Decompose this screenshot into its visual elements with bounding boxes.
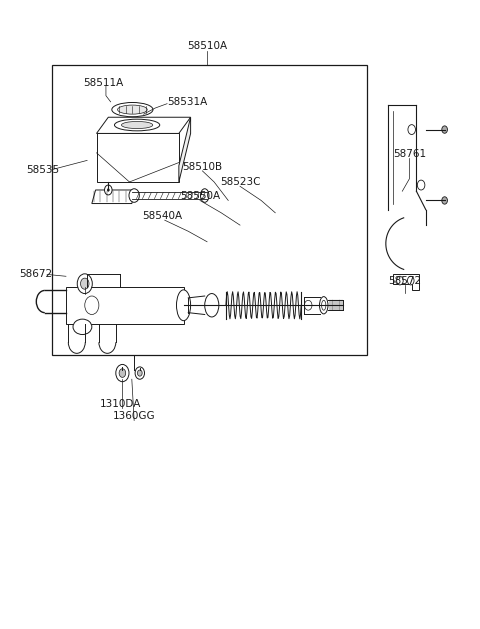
Ellipse shape bbox=[73, 319, 92, 335]
Polygon shape bbox=[179, 117, 191, 182]
Circle shape bbox=[396, 276, 403, 285]
Polygon shape bbox=[66, 287, 183, 324]
Circle shape bbox=[442, 126, 447, 133]
Text: 1310DA: 1310DA bbox=[99, 399, 141, 409]
Text: 58572: 58572 bbox=[388, 276, 421, 286]
Circle shape bbox=[116, 364, 129, 382]
Text: 58550A: 58550A bbox=[180, 191, 220, 201]
Text: 58511A: 58511A bbox=[84, 79, 124, 88]
Circle shape bbox=[304, 300, 312, 310]
Circle shape bbox=[85, 296, 99, 314]
Text: 58510A: 58510A bbox=[187, 42, 227, 52]
Circle shape bbox=[442, 197, 447, 204]
Circle shape bbox=[77, 274, 92, 294]
Polygon shape bbox=[96, 117, 191, 133]
Circle shape bbox=[137, 370, 142, 376]
Bar bbox=[52, 65, 367, 355]
Text: 1360GG: 1360GG bbox=[113, 411, 156, 421]
Circle shape bbox=[119, 369, 126, 377]
Circle shape bbox=[108, 189, 109, 191]
Polygon shape bbox=[92, 190, 135, 204]
Text: 58540A: 58540A bbox=[143, 211, 182, 221]
Circle shape bbox=[417, 180, 425, 190]
Ellipse shape bbox=[114, 119, 160, 131]
Ellipse shape bbox=[177, 290, 191, 321]
Ellipse shape bbox=[320, 297, 328, 314]
Circle shape bbox=[105, 185, 112, 195]
Ellipse shape bbox=[121, 121, 153, 128]
Ellipse shape bbox=[112, 103, 153, 117]
Circle shape bbox=[135, 367, 144, 379]
Ellipse shape bbox=[129, 189, 139, 203]
Polygon shape bbox=[96, 133, 179, 182]
Circle shape bbox=[408, 276, 414, 285]
Ellipse shape bbox=[201, 189, 209, 203]
Ellipse shape bbox=[118, 105, 147, 114]
Text: 58535: 58535 bbox=[26, 165, 59, 175]
Text: 58531A: 58531A bbox=[167, 97, 207, 107]
Text: 58523C: 58523C bbox=[220, 177, 260, 187]
Text: 58761: 58761 bbox=[393, 149, 426, 159]
Circle shape bbox=[408, 125, 416, 135]
Circle shape bbox=[81, 278, 89, 289]
Text: 58672: 58672 bbox=[19, 269, 52, 279]
Polygon shape bbox=[393, 274, 419, 290]
Text: 58510B: 58510B bbox=[182, 162, 222, 172]
Ellipse shape bbox=[204, 294, 219, 317]
